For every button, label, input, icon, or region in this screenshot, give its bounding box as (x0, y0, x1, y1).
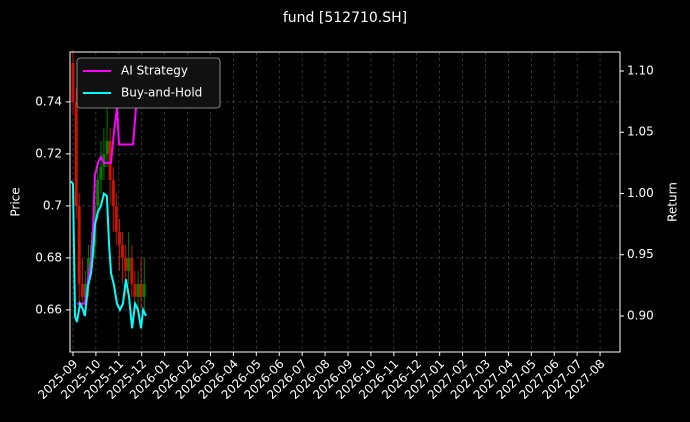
candle-body (142, 283, 146, 297)
y2-tick-label: 0.95 (627, 247, 654, 261)
candle-body (105, 140, 109, 154)
candle-body (99, 166, 103, 180)
y-tick-label: 0.74 (35, 94, 62, 108)
y-tick-label: 0.72 (35, 146, 62, 160)
legend-label: Buy-and-Hold (121, 86, 202, 100)
candle-body (136, 283, 140, 297)
candle-body (139, 283, 143, 297)
candle-body (71, 62, 75, 102)
candle-body (111, 179, 115, 206)
candle-body (83, 283, 87, 297)
candle-body (133, 283, 137, 297)
y2-tick-label: 0.90 (627, 308, 654, 322)
candle-body (114, 205, 118, 232)
candle-body (96, 179, 100, 206)
y2-tick-label: 1.10 (627, 63, 654, 77)
candle-body (102, 153, 106, 167)
chart-title: fund [512710.SH] (283, 10, 407, 26)
y2-tick-label: 1.00 (627, 186, 654, 200)
y-tick-label: 0.66 (35, 302, 62, 316)
y2-tick-label: 1.05 (627, 125, 654, 139)
candle-body (127, 257, 131, 271)
candle-body (118, 231, 121, 245)
candle-body (120, 244, 124, 258)
plot-frame (69, 51, 621, 353)
candle-body (74, 101, 78, 206)
legend-box (76, 57, 221, 109)
y-tick-label: 0.68 (35, 250, 62, 264)
candle-body (130, 257, 134, 284)
y2-axis-label: Return (666, 182, 680, 222)
candle-body (77, 205, 81, 284)
legend-label: AI Strategy (121, 64, 188, 78)
y-axis-label: Price (9, 187, 23, 216)
y-tick-label: 0.7 (43, 198, 62, 212)
line-series (70, 180, 147, 329)
candle-body (108, 140, 112, 180)
line-series (76, 70, 147, 305)
candle-body (80, 283, 84, 297)
candle-body (124, 257, 128, 271)
